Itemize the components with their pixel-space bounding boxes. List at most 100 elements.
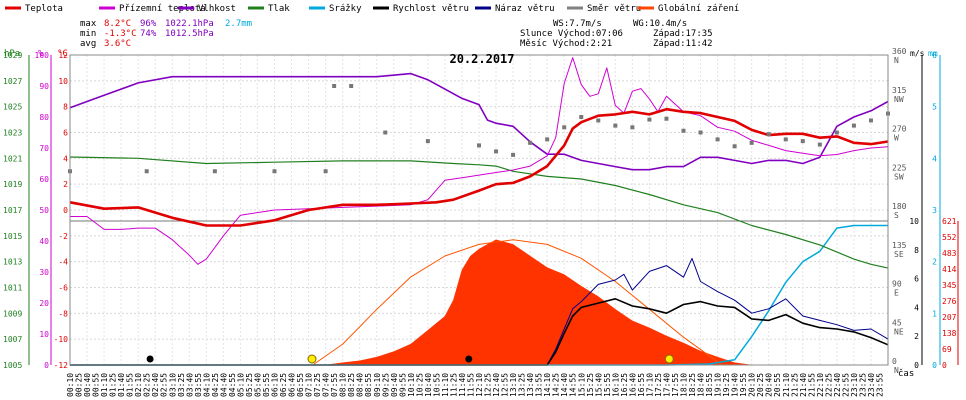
wind-direction-point bbox=[477, 143, 481, 148]
x-tick-label: 19:25 bbox=[722, 373, 731, 397]
x-tick-label: 02:10 bbox=[134, 373, 143, 397]
rain-axis-label: mm bbox=[928, 49, 938, 58]
wind-direction-point bbox=[528, 140, 533, 145]
humidity-tick: 50 bbox=[39, 206, 49, 215]
temperature-tick: 4 bbox=[63, 154, 68, 163]
direction-label: S bbox=[894, 211, 899, 220]
legend-label: Srážky bbox=[329, 4, 362, 14]
wind-direction-point bbox=[562, 125, 567, 130]
direction-label: E bbox=[894, 289, 899, 298]
sun-marker bbox=[664, 354, 674, 364]
stats-moon-set: Západ:11:42 bbox=[653, 39, 713, 49]
rain-line bbox=[70, 224, 888, 366]
wind-direction-point bbox=[783, 137, 788, 142]
x-tick-label: 16:40 bbox=[628, 373, 637, 397]
temperature-tick: 8 bbox=[63, 103, 68, 112]
x-tick-label: 17:55 bbox=[671, 373, 680, 397]
direction-tick: 0 bbox=[892, 357, 897, 366]
x-axis-label: čas bbox=[898, 368, 914, 379]
direction-label: N bbox=[894, 366, 899, 375]
x-tick-label: 08:25 bbox=[347, 373, 356, 397]
stats-value: 74% bbox=[140, 29, 157, 39]
x-tick-label: 18:55 bbox=[705, 373, 714, 397]
rain-tick: 3 bbox=[932, 206, 937, 215]
wind-direction-point bbox=[868, 118, 873, 123]
pressure-tick: 1013 bbox=[3, 258, 22, 267]
x-tick-label: 12:10 bbox=[475, 373, 484, 397]
humidity-axis-label: % bbox=[38, 49, 44, 59]
x-tick-label: 01:55 bbox=[126, 373, 135, 397]
wind-direction-point bbox=[579, 115, 584, 119]
direction-tick: 45 bbox=[892, 318, 902, 327]
temperature-tick: -10 bbox=[54, 335, 69, 344]
x-tick-label: 01:10 bbox=[100, 373, 109, 397]
x-tick-label: 06:25 bbox=[279, 373, 288, 397]
x-tick-label: 22:10 bbox=[816, 373, 825, 397]
radiation-tick: 0 bbox=[942, 361, 947, 370]
wind-direction-point bbox=[613, 123, 618, 128]
pressure-axis-label: hPa bbox=[4, 49, 20, 59]
x-tick-label: 19:10 bbox=[714, 373, 723, 397]
wind-direction-point bbox=[630, 125, 635, 130]
x-tick-label: 11:55 bbox=[466, 373, 475, 397]
x-tick-label: 09:25 bbox=[381, 373, 390, 397]
x-tick-label: 18:10 bbox=[680, 373, 689, 397]
pressure-tick: 1025 bbox=[3, 103, 22, 112]
stats-sun-set: Západ:17:35 bbox=[653, 29, 713, 39]
humidity-tick: 30 bbox=[39, 268, 49, 277]
humidity-tick: 0 bbox=[44, 361, 49, 370]
x-tick-label: 06:40 bbox=[288, 373, 297, 397]
x-tick-label: 23:25 bbox=[858, 373, 867, 397]
rain-tick: 2 bbox=[932, 258, 937, 267]
x-tick-label: 03:25 bbox=[177, 373, 186, 397]
pressure-tick: 1011 bbox=[3, 284, 22, 293]
x-tick-label: 15:25 bbox=[586, 373, 595, 397]
sun-marker bbox=[307, 354, 317, 364]
legend-label: Náraz větru bbox=[495, 4, 555, 14]
x-tick-label: 02:25 bbox=[143, 373, 152, 397]
x-tick-label: 07:40 bbox=[322, 373, 331, 397]
temperature-tick: -8 bbox=[58, 309, 68, 318]
wind-direction-point bbox=[732, 144, 737, 149]
stats-moon: Měsíc Východ:2:21 bbox=[520, 39, 612, 49]
stats-value: 96% bbox=[140, 19, 157, 29]
x-tick-label: 06:10 bbox=[271, 373, 280, 397]
x-tick-label: 12:55 bbox=[501, 373, 510, 397]
radiation-tick: 138 bbox=[942, 329, 957, 338]
x-tick-label: 20:40 bbox=[765, 373, 774, 397]
wind-speed-line bbox=[70, 297, 889, 366]
wind-direction-point bbox=[383, 130, 388, 135]
wind-direction-point bbox=[647, 117, 652, 122]
radiation-tick: 483 bbox=[942, 249, 957, 258]
direction-tick: 315 bbox=[892, 86, 907, 95]
temperature-tick: 6 bbox=[63, 129, 68, 138]
temperature-tick: 12 bbox=[58, 51, 68, 60]
stats-sun: Slunce Východ:07:06 bbox=[520, 29, 623, 39]
x-tick-label: 11:40 bbox=[458, 373, 467, 397]
x-tick-label: 08:40 bbox=[356, 373, 365, 397]
plot-frame bbox=[69, 54, 889, 366]
pressure-tick: 1005 bbox=[3, 361, 22, 370]
x-tick-label: 13:40 bbox=[526, 373, 535, 397]
x-tick-label: 21:10 bbox=[782, 373, 791, 397]
stats-value: 3.6°C bbox=[104, 39, 131, 49]
wind-direction-point bbox=[545, 137, 550, 142]
x-tick-label: 20:55 bbox=[773, 373, 782, 397]
wind-direction-point bbox=[766, 132, 771, 137]
x-tick-label: 20:10 bbox=[748, 373, 757, 397]
x-tick-label: 05:40 bbox=[253, 373, 262, 397]
theoretical-radiation-line bbox=[312, 239, 723, 366]
pressure-tick: 1017 bbox=[3, 206, 22, 215]
wind-direction-point bbox=[332, 84, 337, 88]
pressure-tick: 1019 bbox=[3, 180, 22, 189]
x-tick-label: 14:10 bbox=[543, 373, 552, 397]
stats-value: max bbox=[80, 19, 97, 29]
x-tick-label: 18:40 bbox=[697, 373, 706, 397]
direction-tick: 360 bbox=[892, 47, 907, 56]
x-tick-label: 13:25 bbox=[518, 373, 527, 397]
x-tick-label: 00:40 bbox=[83, 373, 92, 397]
wind-direction-point bbox=[425, 139, 430, 144]
x-tick-label: 20:25 bbox=[756, 373, 765, 397]
